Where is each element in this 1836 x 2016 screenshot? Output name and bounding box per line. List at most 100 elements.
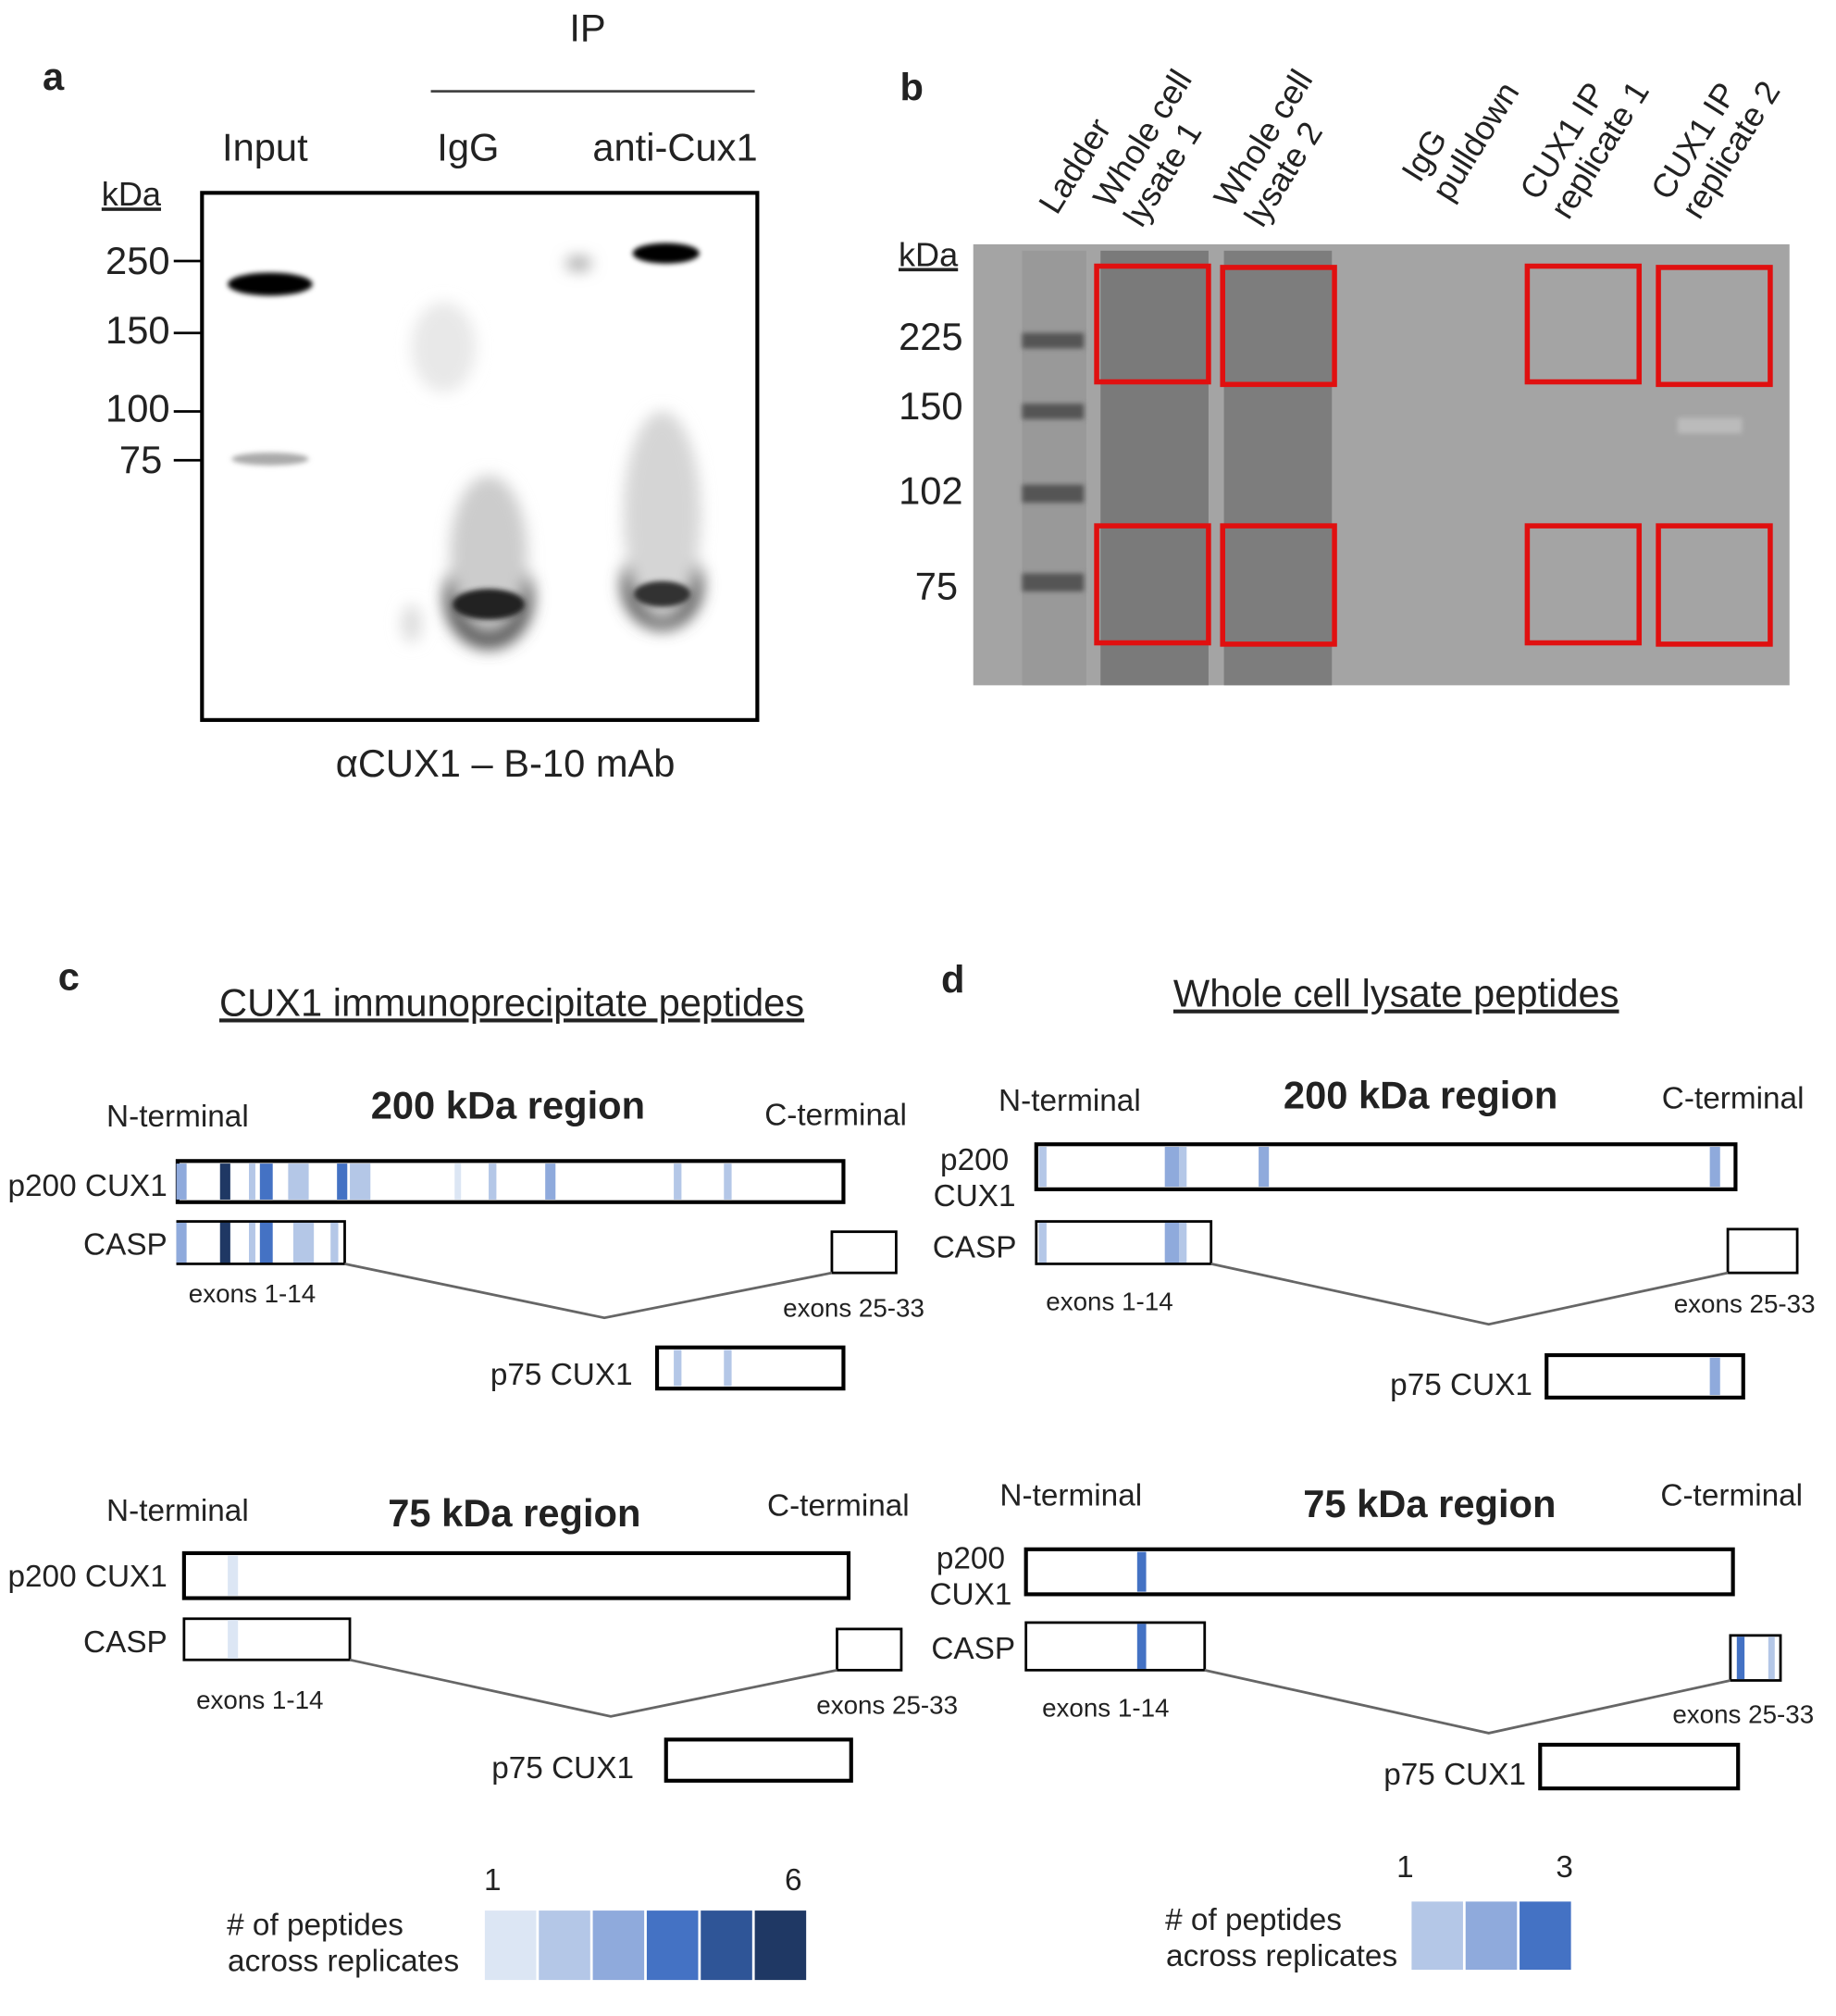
peptide-band — [259, 1222, 273, 1263]
legend-title-line: across replicates — [1166, 1939, 1397, 1973]
c-terminal-label: C-terminal — [1660, 1479, 1803, 1513]
p200-label: p200 CUX1 — [7, 1560, 167, 1594]
panel-a: a IP Input IgG anti-Cux1 kDa 250 150 100… — [43, 6, 760, 785]
peptide-band — [1736, 1636, 1745, 1680]
splice-line — [349, 1658, 837, 1718]
exons-label: exons 25-33 — [816, 1691, 958, 1720]
peptide-band — [454, 1164, 462, 1200]
p75-bar — [1538, 1742, 1741, 1791]
peptide-band — [1164, 1147, 1184, 1188]
panel-label: a — [43, 55, 65, 98]
panel-label: b — [900, 65, 924, 108]
p75-label: p75 CUX1 — [490, 1358, 633, 1392]
p75-label: p75 CUX1 — [491, 1751, 634, 1786]
exons-label: exons 1-14 — [189, 1279, 316, 1308]
peptide-band — [1178, 1147, 1187, 1188]
n-terminal-label: N-terminal — [106, 1494, 249, 1528]
panel-title: CUX1 immunoprecipitate peptides — [219, 980, 804, 1024]
splice-line — [1204, 1668, 1731, 1735]
region-title: 200 kDa region — [1284, 1073, 1557, 1116]
casp-label: CASP — [933, 1230, 1017, 1264]
marker-ticks — [173, 259, 203, 462]
gel-lane — [1100, 250, 1209, 686]
lane-label: CUX1 IPreplicate 1 — [1512, 56, 1656, 226]
lane-label: IgGpulldown — [1394, 56, 1526, 206]
peptide-band — [674, 1164, 682, 1200]
casp-exons-bar — [1726, 1227, 1799, 1275]
casp-exons-bar — [836, 1627, 903, 1672]
p200-bar — [175, 1159, 846, 1204]
p200-label: p200 CUX1 — [929, 1542, 1011, 1612]
lane-label: anti-Cux1 — [592, 126, 757, 169]
gel-lane — [1223, 250, 1333, 686]
lane-label: IgG — [437, 126, 499, 169]
blot-band — [228, 243, 700, 620]
casp-bar — [182, 1617, 352, 1661]
p200-label-line: p200 — [937, 1542, 1005, 1576]
p75-bar — [654, 1345, 846, 1391]
unit-label: kDa — [102, 175, 162, 213]
exons-label: exons 1-14 — [196, 1686, 323, 1714]
unit-label: kDa — [899, 236, 959, 274]
excision-box — [1656, 265, 1773, 388]
legend-min: 1 — [484, 1863, 502, 1898]
legend-title-line: across replicates — [228, 1944, 459, 1978]
peptide-band — [1768, 1636, 1775, 1680]
p75-label: p75 CUX1 — [1390, 1368, 1532, 1402]
splice-line — [1210, 1263, 1729, 1326]
marker-label: 150 — [105, 308, 170, 352]
peptide-band — [330, 1222, 339, 1263]
legend-max: 6 — [785, 1863, 802, 1898]
peptide-band — [1038, 1147, 1047, 1188]
legend-swatch — [701, 1910, 752, 1981]
legend-title-line: # of peptides — [227, 1908, 403, 1942]
n-terminal-label: N-terminal — [999, 1084, 1141, 1118]
excision-box — [1094, 523, 1211, 646]
marker-label: 250 — [105, 239, 170, 282]
marker-label: 75 — [119, 438, 162, 481]
gel-band — [1677, 417, 1743, 434]
c-terminal-label: C-terminal — [764, 1098, 907, 1132]
p200-label-line: CUX1 — [929, 1578, 1011, 1612]
peptide-band — [724, 1350, 732, 1387]
p75-bar — [664, 1737, 853, 1783]
exons-label: exons 25-33 — [783, 1293, 924, 1322]
lane-label: Whole celllysate 2 — [1206, 63, 1350, 233]
marker-label: 75 — [915, 564, 958, 607]
n-terminal-label: N-terminal — [999, 1479, 1142, 1513]
legend-title: # of peptides across replicates — [227, 1908, 459, 1978]
region-title: 200 kDa region — [371, 1083, 645, 1126]
peptide-band — [1136, 1551, 1147, 1592]
legend-swatch — [484, 1910, 537, 1981]
peptide-band — [1178, 1222, 1187, 1263]
legend-swatch — [646, 1910, 699, 1981]
p200-label-line: p200 — [940, 1143, 1009, 1177]
legend-title: # of peptides across replicates — [1165, 1903, 1397, 1973]
marker-label: 102 — [899, 469, 963, 513]
peptide-band — [724, 1164, 732, 1200]
p200-label: p200 CUX1 — [7, 1169, 167, 1203]
peptide-band — [1164, 1222, 1184, 1263]
panel-label: c — [58, 955, 80, 999]
p200-bar — [1023, 1547, 1735, 1597]
n-terminal-label: N-terminal — [106, 1100, 249, 1134]
peptide-band — [1709, 1357, 1720, 1396]
c-terminal-label: C-terminal — [767, 1489, 910, 1524]
peptide-band — [337, 1164, 348, 1200]
legend-title-line: # of peptides — [1165, 1903, 1342, 1937]
exons-label: exons 1-14 — [1046, 1287, 1172, 1315]
peptide-band — [249, 1164, 255, 1200]
peptide-maps: c CUX1 immunoprecipitate peptides N-termin… — [7, 955, 1816, 1981]
legend-swatch — [539, 1910, 590, 1981]
legend-min: 1 — [1396, 1850, 1414, 1885]
peptide-band — [1038, 1222, 1047, 1263]
p200-bar — [181, 1550, 851, 1600]
peptide-band — [228, 1555, 239, 1596]
ip-label: IP — [569, 6, 605, 49]
region-title: 75 kDa region — [388, 1491, 640, 1535]
peptide-band — [219, 1164, 230, 1200]
casp-exons-bar — [830, 1230, 898, 1275]
excision-box — [1220, 265, 1337, 388]
